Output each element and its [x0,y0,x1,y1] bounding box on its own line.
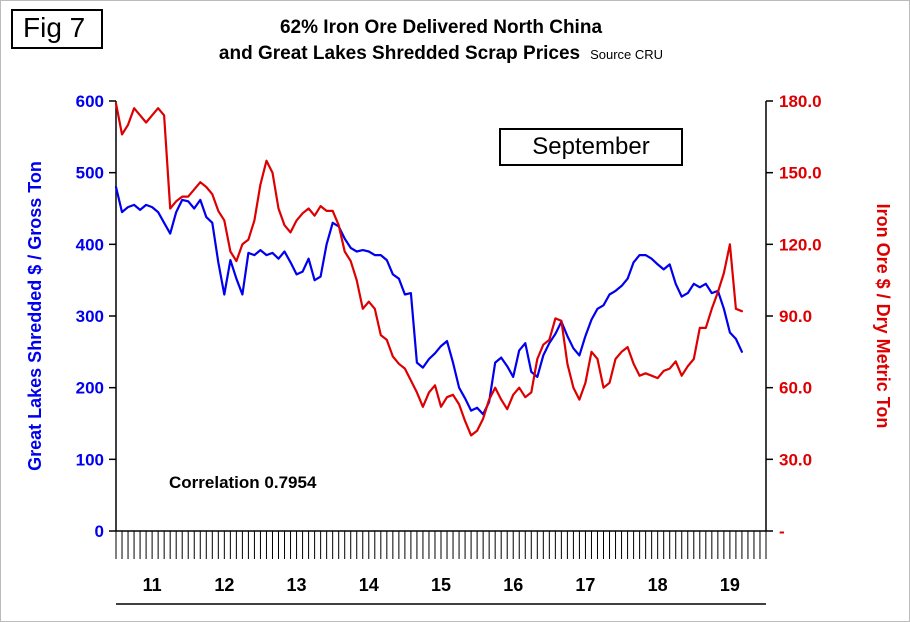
right-tick-label: 150.0 [779,164,822,183]
left-tick-label: 300 [76,307,104,326]
year-label: 17 [575,575,595,595]
correlation-annotation: Correlation 0.7954 [169,473,317,492]
left-tick-label: 100 [76,450,104,469]
left-tick-label: 0 [95,522,104,541]
chart-title-line1: 62% Iron Ore Delivered North China [279,17,603,38]
year-label: 14 [359,575,379,595]
left-tick-label: 600 [76,92,104,111]
year-label: 19 [720,575,740,595]
figure-label: Fig 7 [11,9,104,49]
left-axis-title: Great Lakes Shredded $ / Gross Ton [25,161,45,471]
right-tick-label: - [779,522,785,541]
chart-title-line2: and Great Lakes Shredded Scrap Prices Sou… [1,41,881,68]
series-iron-ore [114,102,744,437]
right-tick-label: 60.0 [779,379,812,398]
year-label: 15 [431,575,451,595]
year-label: 18 [648,575,668,595]
year-label: 13 [287,575,307,595]
year-label: 16 [503,575,523,595]
source-label: Source CRU [590,47,664,62]
right-tick-label: 30.0 [779,450,812,469]
month-annotation: September [499,128,683,166]
chart-title: 62% Iron Ore Delivered North China and G… [1,15,881,68]
right-tick-label: 120.0 [779,235,822,254]
year-label: 11 [143,575,162,595]
right-tick-label: 180.0 [779,92,822,111]
left-tick-label: 200 [76,379,104,398]
left-tick-label: 500 [76,164,104,183]
chart-title-line2-text: and Great Lakes Shredded Scrap Prices [218,43,581,64]
series-scrap [114,185,744,416]
right-axis-title: Iron Ore $ / Dry Metric Ton [873,204,893,429]
right-tick-label: 90.0 [779,307,812,326]
year-label: 12 [214,575,234,595]
left-tick-label: 400 [76,235,104,254]
